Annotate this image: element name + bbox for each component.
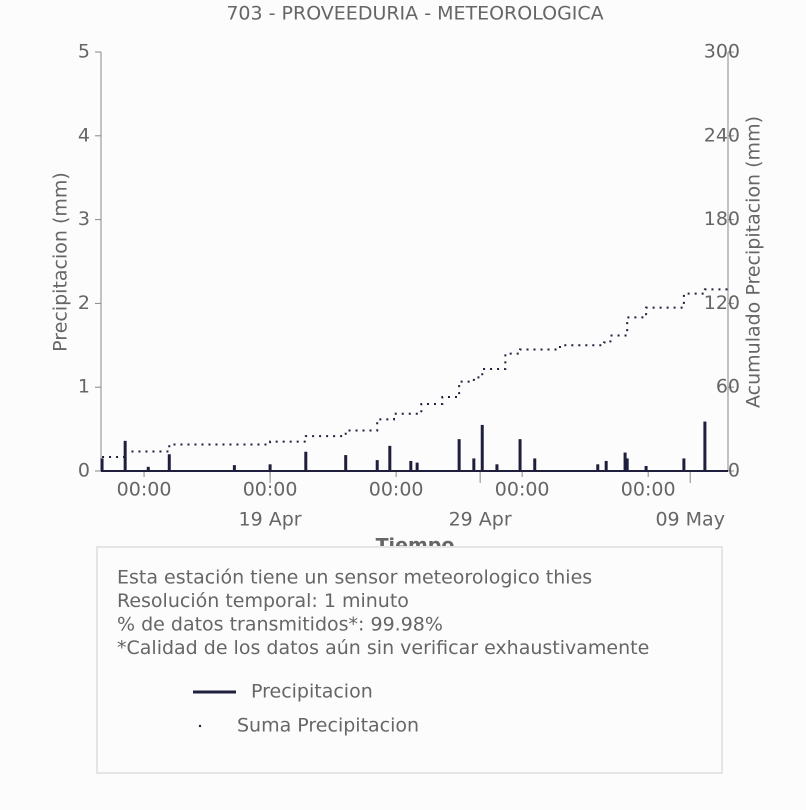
x-major-tick-label: 29 Apr <box>449 509 512 531</box>
y-tick-label: 4 <box>78 124 90 146</box>
bar <box>100 458 104 471</box>
legend-label: Suma Precipitacion <box>237 715 419 737</box>
y2-tick-label: 180 <box>704 208 740 230</box>
y-tick-label: 3 <box>78 208 90 230</box>
bar <box>457 439 461 471</box>
bar <box>495 464 499 471</box>
chart-title: 703 - PROVEEDURIA - METEOROLOGICA <box>226 3 603 25</box>
bar <box>232 465 236 471</box>
y2-tick-label: 0 <box>728 460 740 482</box>
y2-axis-label: Acumulado Precipitacion (mm) <box>743 116 765 408</box>
x-tick-label: 00:00 <box>495 479 550 501</box>
bar <box>623 452 627 471</box>
y-tick-label: 5 <box>78 41 90 63</box>
info-text: Esta estación tiene un sensor meteorolog… <box>117 567 592 589</box>
bar <box>596 464 600 471</box>
y2-tick-label: 240 <box>704 124 740 146</box>
x-major-tick-label: 09 May <box>655 509 725 531</box>
bar <box>604 460 608 471</box>
x-tick-label: 00:00 <box>621 479 676 501</box>
y-axis-label: Precipitacion (mm) <box>50 172 72 352</box>
info-text: *Calidad de los datos aún sin verificar … <box>117 637 649 659</box>
info-text: Resolución temporal: 1 minuto <box>117 590 409 612</box>
bar <box>644 465 648 471</box>
y-tick-label: 2 <box>78 292 90 314</box>
bar <box>167 454 171 471</box>
x-major-tick-label: 19 Apr <box>239 509 302 531</box>
bar <box>375 460 379 471</box>
bar <box>388 445 392 471</box>
bar <box>304 451 308 471</box>
bar <box>480 424 484 471</box>
info-box <box>96 546 723 774</box>
bar <box>123 440 127 471</box>
y2-tick-label: 300 <box>704 41 740 63</box>
bar <box>409 460 413 471</box>
info-text: % de datos transmitidos*: 99.98% <box>117 614 443 636</box>
bar <box>415 462 419 471</box>
bar <box>682 458 686 471</box>
bar <box>533 458 537 471</box>
legend-swatch <box>198 724 202 728</box>
y2-tick-label: 60 <box>716 376 740 398</box>
x-tick-label: 00:00 <box>243 479 298 501</box>
x-tick-label: 00:00 <box>369 479 424 501</box>
bar <box>703 421 707 471</box>
bar <box>625 458 629 471</box>
bar <box>344 455 348 471</box>
bar <box>518 439 522 471</box>
bar <box>268 464 272 471</box>
y2-tick-label: 120 <box>704 292 740 314</box>
y-tick-label: 0 <box>78 460 90 482</box>
bar <box>146 466 150 471</box>
x-tick-label: 00:00 <box>117 479 172 501</box>
cumulative-line <box>102 288 728 459</box>
y-tick-label: 1 <box>78 376 90 398</box>
bar <box>472 458 476 471</box>
legend-label: Precipitacion <box>251 681 373 703</box>
